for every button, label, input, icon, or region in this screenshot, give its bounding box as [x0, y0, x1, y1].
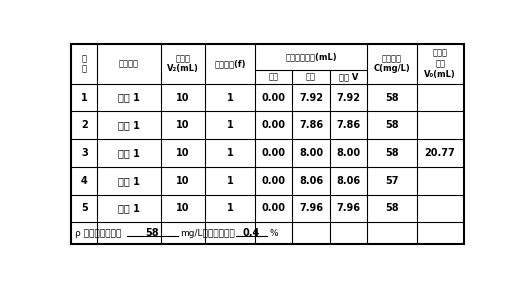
- Text: 0.4: 0.4: [243, 228, 260, 238]
- Text: 始读: 始读: [268, 72, 278, 81]
- Text: 58: 58: [146, 228, 159, 238]
- Text: %: %: [269, 229, 278, 238]
- Text: 1: 1: [227, 203, 233, 213]
- Text: 58: 58: [385, 120, 399, 130]
- Text: 7.96: 7.96: [337, 203, 361, 213]
- Text: 58: 58: [385, 148, 399, 158]
- Text: 1: 1: [227, 176, 233, 186]
- Text: mg/L，相对偏差：: mg/L，相对偏差：: [180, 229, 235, 238]
- Text: 0.00: 0.00: [262, 176, 286, 186]
- Text: 8.06: 8.06: [299, 176, 323, 186]
- Text: 8.00: 8.00: [299, 148, 323, 158]
- Text: 10: 10: [176, 203, 189, 213]
- Text: 20.77: 20.77: [425, 148, 456, 158]
- Text: 10: 10: [176, 148, 189, 158]
- Text: 1: 1: [227, 148, 233, 158]
- Text: 0.00: 0.00: [262, 120, 286, 130]
- Text: 1: 1: [81, 93, 88, 103]
- Text: 58: 58: [385, 93, 399, 103]
- Text: 序
号: 序 号: [82, 54, 87, 73]
- Text: 样品 1: 样品 1: [118, 148, 140, 158]
- Text: 终读: 终读: [306, 72, 316, 81]
- Bar: [72, 44, 464, 244]
- Text: 57: 57: [385, 176, 399, 186]
- Text: 10: 10: [176, 93, 189, 103]
- Text: 7.86: 7.86: [299, 120, 323, 130]
- Text: 0.00: 0.00: [262, 93, 286, 103]
- Text: 2: 2: [81, 120, 88, 130]
- Text: 0.00: 0.00: [262, 203, 286, 213]
- Text: 样品结果
C(mg/L): 样品结果 C(mg/L): [374, 54, 410, 73]
- Text: 7.86: 7.86: [337, 120, 361, 130]
- Text: 1: 1: [227, 93, 233, 103]
- Text: 样品 1: 样品 1: [118, 203, 140, 213]
- Text: 1: 1: [227, 120, 233, 130]
- Text: 7.96: 7.96: [299, 203, 323, 213]
- Text: 4: 4: [81, 176, 88, 186]
- Text: 0.00: 0.00: [262, 148, 286, 158]
- Text: 样品编号: 样品编号: [119, 59, 139, 68]
- Text: 10: 10: [176, 176, 189, 186]
- Text: 样品 1: 样品 1: [118, 120, 140, 130]
- Text: 样品 1: 样品 1: [118, 93, 140, 103]
- Text: 8.00: 8.00: [337, 148, 361, 158]
- Text: 7.92: 7.92: [299, 93, 323, 103]
- Text: 消耗 V: 消耗 V: [339, 72, 358, 81]
- Text: 10: 10: [176, 120, 189, 130]
- Text: 7.92: 7.92: [337, 93, 361, 103]
- Text: 滴定液消耗量(mL): 滴定液消耗量(mL): [285, 52, 337, 61]
- Text: 5: 5: [81, 203, 88, 213]
- Text: 样品 1: 样品 1: [118, 176, 140, 186]
- Text: 空白平
均值
V₀(mL): 空白平 均值 V₀(mL): [424, 49, 456, 79]
- Text: 3: 3: [81, 148, 88, 158]
- Text: 取样量
V₂(mL): 取样量 V₂(mL): [167, 54, 199, 73]
- Text: 58: 58: [385, 203, 399, 213]
- Text: 8.06: 8.06: [337, 176, 361, 186]
- Text: 稀释倍数(f): 稀释倍数(f): [214, 59, 246, 68]
- Text: ρ 平行样平均值：: ρ 平行样平均值：: [75, 229, 121, 238]
